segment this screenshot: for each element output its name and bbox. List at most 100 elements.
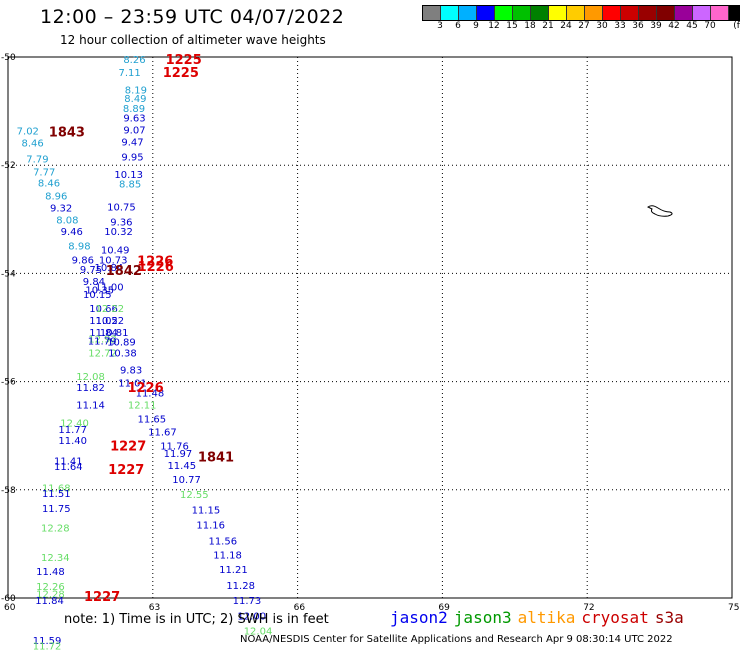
satellite-legend-entry: jason3 [453, 608, 512, 627]
pass-time-label: 1227 [84, 590, 120, 605]
chart-subtitle: 12 hour collection of altimeter wave hei… [60, 33, 326, 47]
wave-height-value: 12.55 [180, 490, 209, 501]
wave-height-value: 11.45 [167, 461, 196, 472]
wave-height-value: 10.84 [95, 263, 124, 274]
pass-time-label: 1841 [198, 450, 234, 465]
satellite-legend: jason2 jason3 altika cryosat s3a [390, 608, 690, 627]
credit-line: NOAA/NESDIS Center for Satellite Applica… [240, 634, 673, 645]
wave-height-value: 12.22 [96, 304, 125, 315]
wave-height-value: 11.64 [54, 462, 83, 473]
color-swatch [441, 6, 459, 20]
pass-time-label: 1226 [127, 381, 163, 396]
wave-height-value: 8.26 [123, 55, 145, 66]
wave-height-value: 7.77 [33, 168, 55, 179]
color-swatch [621, 6, 639, 20]
color-swatch [585, 6, 603, 20]
color-scale-label: 36 [632, 21, 644, 31]
satellite-legend-entry: cryosat [581, 608, 649, 627]
wave-height-value: 10.35 [85, 286, 114, 297]
pass-time-label: 1843 [49, 126, 85, 141]
wave-height-value: 11.15 [192, 505, 221, 516]
wave-height-value: 11.40 [58, 436, 87, 447]
wave-height-value: 10.89 [107, 338, 136, 349]
color-swatch [531, 6, 549, 20]
color-scale-label: 27 [578, 21, 590, 31]
wave-height-value: 11.14 [76, 400, 105, 411]
color-swatch [549, 6, 567, 20]
wave-height-value: 12.11 [128, 400, 157, 411]
lat-tick-label: -60 [1, 594, 16, 604]
wave-height-value: 12.04 [244, 626, 273, 637]
color-swatch [693, 6, 711, 20]
wave-height-value: 11.48 [136, 388, 165, 399]
wave-height-value: 10.32 [104, 227, 133, 238]
color-swatch [639, 6, 657, 20]
color-swatch [459, 6, 477, 20]
lon-tick-label: 72 [583, 603, 594, 613]
island-outline [647, 205, 673, 217]
wave-height-value: 12.72 [88, 348, 117, 359]
wave-height-value: 10.75 [107, 202, 136, 213]
lon-tick-label: 66 [294, 603, 306, 613]
plot-frame [7, 56, 733, 599]
wave-height-value: 11.67 [148, 427, 177, 438]
wave-height-value: 10.38 [108, 348, 137, 359]
lat-tick-label: -56 [1, 378, 16, 388]
wave-height-value: 10.81 [100, 328, 129, 339]
color-scale-bar [422, 5, 740, 21]
color-swatch [729, 6, 740, 20]
wave-height-value: 10.13 [114, 170, 143, 181]
wave-height-value: 11.56 [208, 537, 237, 548]
wave-height-value: 8.98 [68, 241, 90, 252]
wave-height-value: 11.16 [196, 520, 225, 531]
lat-tick-label: -50 [1, 53, 16, 63]
wave-height-value: 9.86 [72, 255, 94, 266]
wave-height-value: 12.08 [76, 372, 105, 383]
color-swatch [567, 6, 585, 20]
lon-tick-label: 75 [728, 603, 739, 613]
wave-height-value: 8.89 [123, 104, 145, 115]
wave-height-value: 12.34 [41, 553, 70, 564]
wave-height-value: 11.84 [89, 328, 118, 339]
wave-height-value: 11.84 [35, 596, 64, 607]
wave-height-value: 12.28 [36, 590, 65, 601]
pass-time-label: 1226 [137, 254, 173, 269]
wave-height-value: 11.02 [89, 316, 118, 327]
wave-height-value: 11.82 [76, 383, 105, 394]
color-scale-label: 9 [473, 21, 479, 31]
wave-height-value: 12.92 [88, 334, 117, 345]
wave-height-value: 8.19 [125, 85, 147, 96]
color-swatch [675, 6, 693, 20]
satellite-legend-entry: altika [517, 608, 576, 627]
wave-height-value: 9.95 [121, 153, 143, 164]
wave-height-value: 7.79 [26, 155, 48, 166]
wave-height-value: 8.49 [124, 94, 146, 105]
wave-height-value: 11.77 [58, 425, 87, 436]
lon-tick-label: 69 [438, 603, 450, 613]
wave-height-value: 9.47 [121, 137, 143, 148]
color-scale-label: 18 [524, 21, 536, 31]
wave-height-value: 11.51 [42, 489, 71, 500]
wave-height-value: 11.28 [226, 581, 255, 592]
color-swatch [495, 6, 513, 20]
lon-tick-label: 63 [149, 603, 160, 613]
wave-height-value: 8.85 [119, 180, 141, 191]
wave-height-value: 10.15 [83, 290, 112, 301]
color-scale-label: 21 [542, 21, 554, 31]
wave-height-value: 9.32 [50, 203, 72, 214]
wave-height-value: 9.36 [110, 217, 132, 228]
color-scale-label: 42 [668, 21, 680, 31]
wave-height-value: 11.73 [233, 596, 262, 607]
wave-height-value: 11.48 [36, 567, 65, 578]
wave-height-value: 8.46 [38, 179, 60, 190]
color-scale-label: 6 [455, 21, 461, 31]
color-scale-label: 3 [437, 21, 443, 31]
wave-height-value: 10.73 [99, 255, 128, 266]
wave-height-value: 11.41 [54, 457, 83, 468]
color-scale-label: 39 [650, 21, 662, 31]
wave-height-value: 10.49 [101, 246, 130, 257]
wave-height-value: 9.63 [123, 114, 145, 125]
pass-time-label: 1225 [166, 53, 202, 68]
pass-time-label: 1227 [110, 439, 146, 454]
